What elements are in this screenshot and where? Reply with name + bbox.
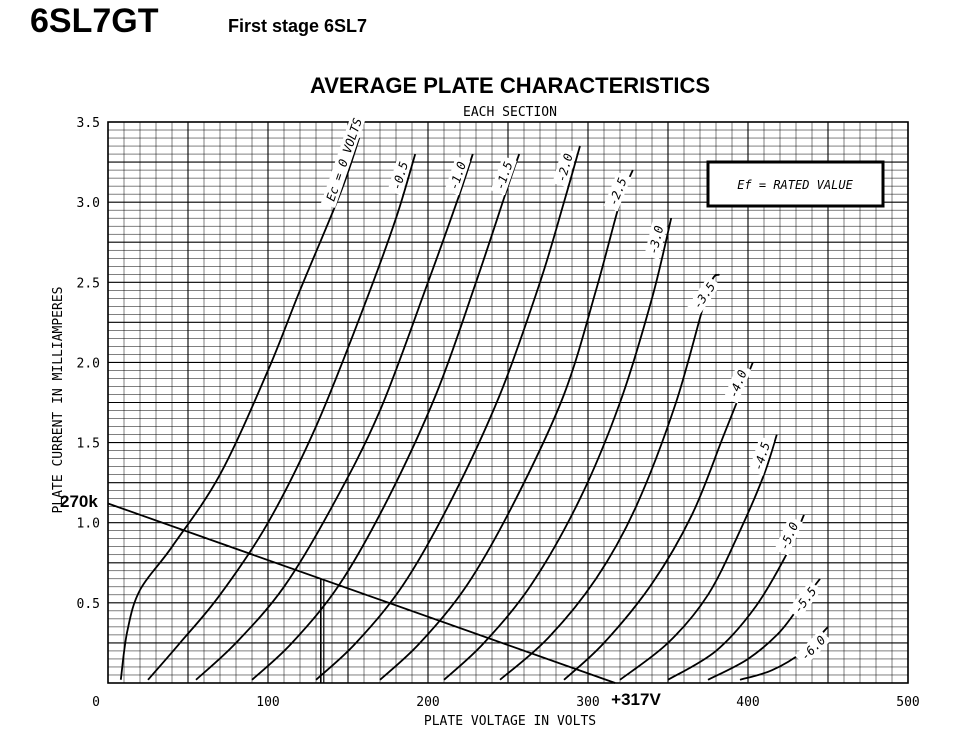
curve-label-text: -2.0 [554, 152, 575, 184]
chart-title: AVERAGE PLATE CHARACTERISTICS [310, 73, 710, 98]
x-tick-labels: 0 100 200 300 400 500 [92, 695, 920, 710]
curve-label-bg [644, 220, 668, 260]
plate-curve-5 [379, 169, 634, 681]
plate-curve-3 [251, 153, 521, 681]
filament-note-box: Ef = RATED VALUE [706, 160, 885, 208]
x-tick-label: 400 [736, 695, 759, 710]
curve-label-bg [490, 155, 517, 196]
y-tick-labels: 0.5 1.0 1.5 2.0 2.5 3.0 3.5 [77, 116, 100, 612]
load-line-group: 270k +317V [60, 492, 668, 709]
y-tick-label: 2.0 [77, 356, 100, 371]
y-tick-label: 3.5 [77, 116, 100, 131]
x-tick-label: 300 [576, 695, 599, 710]
curve-label-bg [774, 516, 803, 556]
curve-label-bg [603, 171, 632, 212]
supply-label-bg [604, 688, 668, 708]
curve-label-bg [387, 156, 413, 196]
curve-label-text: -0.5 [389, 160, 411, 192]
plate-curve-6 [443, 217, 673, 681]
plate-curves [119, 137, 829, 681]
curve-label-5: -2.5 [603, 171, 632, 212]
plate-curve-1 [147, 153, 417, 681]
curve-label-bg [552, 148, 577, 188]
curve-label-bg [320, 111, 367, 208]
x-tick-label: 0 [92, 695, 100, 710]
chart-subtitle: EACH SECTION [463, 105, 557, 120]
plate-curve-0 [119, 137, 361, 680]
y-tick-label: 2.5 [77, 276, 100, 291]
curve-label-bg [748, 436, 775, 476]
curve-label-text: Ec = 0 VOLTS [324, 116, 365, 203]
curve-label-bg [723, 364, 752, 404]
y-tick-label: 1.0 [77, 517, 100, 532]
curve-label-bg [444, 155, 471, 196]
curve-label-text: -5.0 [777, 520, 801, 552]
plate-curve-9 [619, 434, 778, 681]
tube-type-label: 6SL7GT [30, 2, 159, 40]
plate-curve-4 [315, 145, 581, 681]
y-axis-label: PLATE CURRENT IN MILLIAMPERES [51, 287, 66, 514]
plate-curve-8 [563, 362, 754, 681]
x-tick-label: 200 [416, 695, 439, 710]
x-tick-label: 100 [256, 695, 279, 710]
curve-label-bg [787, 580, 822, 619]
curve-label-text: -4.0 [726, 368, 750, 400]
load-resistance-label: 270k [60, 492, 98, 511]
load-line [107, 502, 616, 684]
y-tick-label: 3.0 [77, 196, 100, 211]
y-tick-label: 0.5 [77, 597, 100, 612]
curve-label-text: -3.0 [646, 224, 666, 255]
plot-frame [107, 121, 909, 684]
stage-label: First stage 6SL7 [228, 16, 368, 36]
x-axis-label: PLATE VOLTAGE IN VOLTS [424, 714, 596, 729]
curve-label-6: -3.0 [644, 220, 668, 260]
curve-label-8: -4.0 [723, 364, 752, 404]
curve-label-text: -2.5 [606, 176, 630, 208]
curve-label-bg [687, 276, 721, 315]
filament-note-text: Ef = RATED VALUE [737, 178, 853, 192]
x-tick-label: 500 [896, 695, 919, 710]
plate-curve-2 [195, 153, 474, 681]
y-tick-label: 1.5 [77, 437, 100, 452]
curve-label-bg [794, 629, 832, 667]
curve-label-0: Ec = 0 VOLTS [320, 111, 367, 208]
supply-voltage-label: +317V [611, 690, 661, 709]
